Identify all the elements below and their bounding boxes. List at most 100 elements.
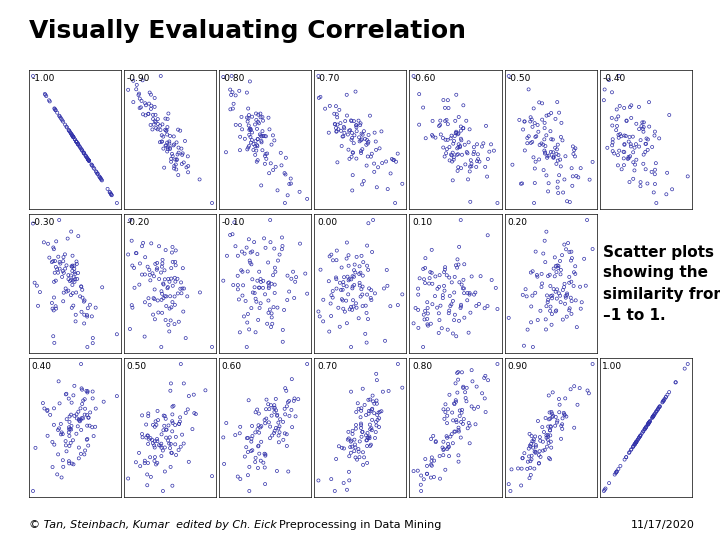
Point xyxy=(49,256,60,265)
Point xyxy=(88,164,99,172)
Point xyxy=(552,188,564,197)
Point xyxy=(480,122,492,130)
Point xyxy=(441,145,453,153)
Point xyxy=(418,103,429,112)
Point xyxy=(451,369,463,377)
Point xyxy=(76,146,88,155)
Point xyxy=(529,447,541,456)
Point xyxy=(365,294,377,302)
Point xyxy=(60,437,71,445)
Point xyxy=(159,411,171,420)
Point xyxy=(366,416,378,424)
Point xyxy=(349,440,361,449)
Point xyxy=(566,164,577,172)
Point xyxy=(83,413,94,422)
Point xyxy=(54,258,66,266)
Point xyxy=(233,86,245,95)
Point xyxy=(367,215,379,224)
Point xyxy=(245,133,256,141)
Point xyxy=(449,288,460,297)
Point xyxy=(426,457,437,465)
Point xyxy=(345,437,356,446)
Point xyxy=(466,366,477,374)
Point xyxy=(158,422,170,430)
Point xyxy=(438,415,450,423)
Point xyxy=(80,152,91,160)
Point xyxy=(266,280,277,288)
Point xyxy=(479,374,490,382)
Point xyxy=(587,245,598,253)
Point xyxy=(541,171,552,180)
Point xyxy=(346,387,357,396)
Point xyxy=(440,408,451,416)
Point xyxy=(555,266,567,274)
Point xyxy=(239,453,251,461)
Point xyxy=(556,422,567,430)
Point xyxy=(444,292,456,300)
Point xyxy=(54,112,66,121)
Point xyxy=(156,289,168,298)
Point xyxy=(258,449,270,458)
Point xyxy=(160,415,171,423)
Point xyxy=(370,146,382,154)
Point xyxy=(636,429,648,437)
Point xyxy=(163,139,175,148)
Point xyxy=(346,306,358,314)
Point xyxy=(67,436,78,444)
Point xyxy=(472,150,484,159)
Point xyxy=(462,289,473,298)
Point xyxy=(264,169,275,178)
Point xyxy=(621,453,632,462)
Point xyxy=(50,276,61,285)
Point xyxy=(131,80,143,89)
Point xyxy=(636,122,647,131)
Point xyxy=(570,262,581,271)
Point xyxy=(50,237,62,246)
Point xyxy=(243,111,255,119)
Point xyxy=(270,395,282,403)
Point xyxy=(320,104,331,113)
Point xyxy=(471,140,482,149)
Point xyxy=(442,325,454,334)
Point xyxy=(638,118,649,127)
Point xyxy=(565,385,577,394)
Point xyxy=(234,328,246,336)
Point xyxy=(279,404,290,413)
Point xyxy=(457,284,469,293)
Point xyxy=(76,360,87,368)
Point xyxy=(86,423,98,431)
Point xyxy=(351,121,362,130)
Point xyxy=(73,141,84,150)
Text: -0.90: -0.90 xyxy=(127,74,150,83)
Point xyxy=(455,300,467,309)
Point xyxy=(618,154,629,163)
Point xyxy=(418,475,430,484)
Point xyxy=(570,296,582,305)
Point xyxy=(76,307,87,316)
Point xyxy=(529,119,541,127)
Point xyxy=(32,301,44,310)
Point xyxy=(175,360,186,368)
Point xyxy=(144,271,156,279)
Point xyxy=(76,426,87,434)
Point xyxy=(439,104,451,112)
Point xyxy=(644,417,655,426)
Point xyxy=(66,130,77,139)
Point xyxy=(235,422,246,431)
Point xyxy=(139,270,150,279)
Point xyxy=(57,267,68,275)
Point xyxy=(543,415,554,423)
Point xyxy=(519,117,531,126)
Point xyxy=(72,139,84,148)
Point xyxy=(174,285,186,293)
Point xyxy=(251,405,263,414)
Point xyxy=(168,402,179,410)
Point xyxy=(241,434,253,442)
Point xyxy=(503,72,515,80)
Point xyxy=(363,219,374,227)
Point xyxy=(48,243,59,252)
Point xyxy=(252,118,264,126)
Point xyxy=(273,418,284,427)
Point xyxy=(342,130,354,139)
Point xyxy=(442,405,454,414)
